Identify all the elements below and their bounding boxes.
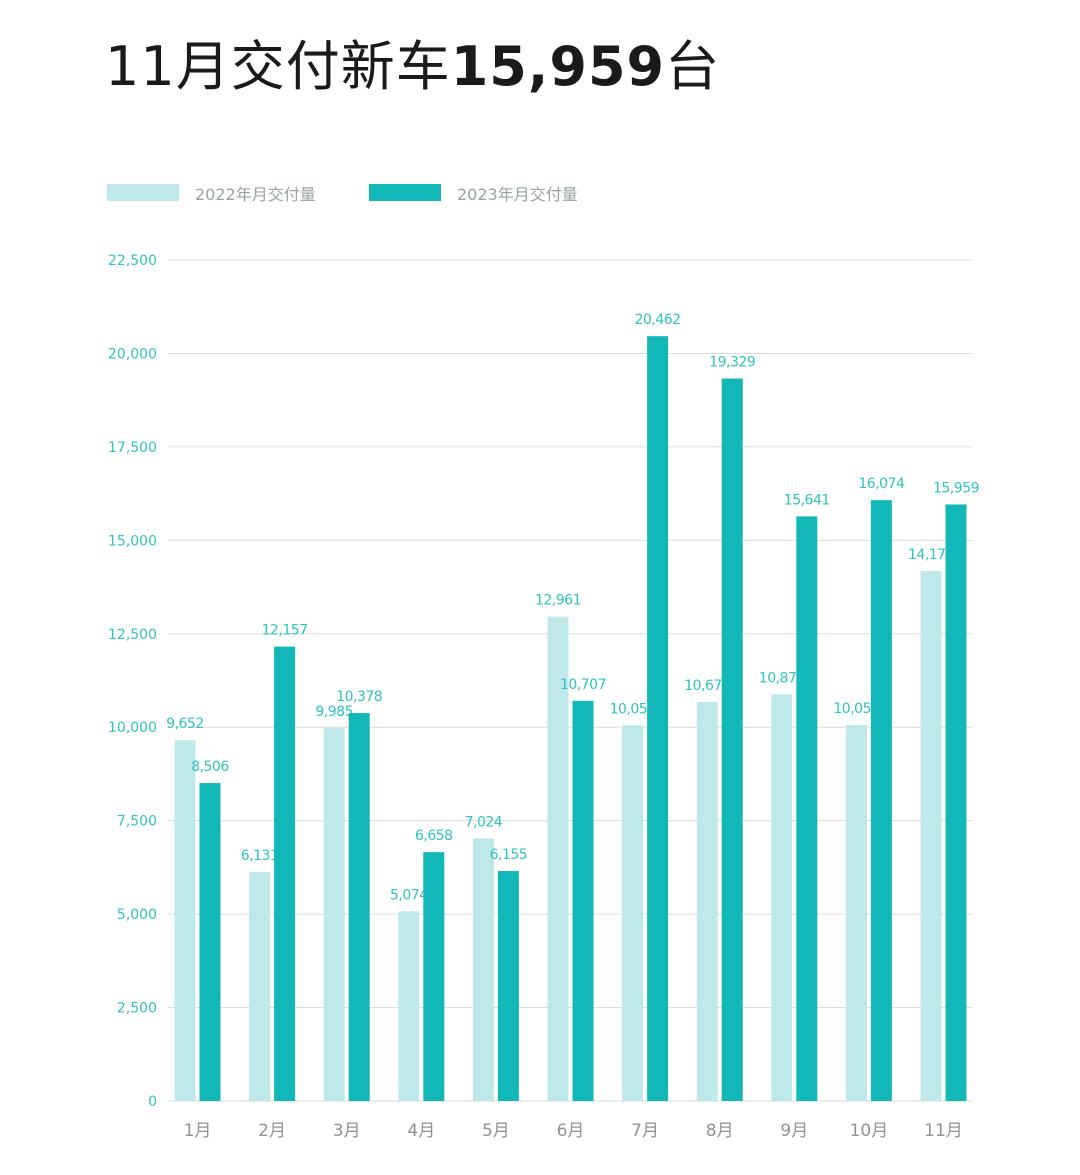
x-tick-label: 11月: [924, 1121, 963, 1141]
chart-title: 11月交付新车15,959台: [105, 22, 720, 98]
data-label: 10,677: [684, 678, 730, 694]
data-label: 10,059: [833, 701, 879, 717]
x-tick-label: 4月: [407, 1121, 435, 1141]
y-tick-label: 0: [148, 1094, 157, 1110]
data-label: 20,462: [635, 312, 681, 328]
data-label: 9,985: [315, 704, 353, 720]
data-label: 10,378: [336, 689, 382, 705]
data-label: 5,074: [390, 887, 428, 903]
y-tick-label: 20,000: [108, 346, 157, 362]
data-label: 10,707: [560, 677, 606, 693]
bar-2022: [472, 838, 494, 1101]
x-tick-label: 3月: [333, 1121, 361, 1141]
y-tick-label: 5,000: [117, 907, 157, 923]
bar-2023: [870, 500, 892, 1102]
bar-2023: [274, 646, 296, 1101]
x-tick-label: 9月: [780, 1121, 808, 1141]
data-label: 14,178: [908, 547, 954, 563]
legend-label-2022: 2022年月交付量: [195, 185, 316, 204]
bar-2022: [622, 725, 644, 1101]
x-tick-label: 2月: [258, 1121, 286, 1141]
bar-2023: [199, 783, 221, 1101]
x-tick-label: 10月: [850, 1121, 889, 1141]
data-label: 6,155: [490, 847, 528, 863]
legend-swatch-2023: [369, 184, 441, 201]
x-tick-label: 8月: [706, 1121, 734, 1141]
data-label: 16,074: [858, 476, 905, 492]
bar-2022: [174, 740, 196, 1101]
bar-2022: [398, 911, 420, 1101]
bar-2023: [497, 870, 519, 1101]
bar-2023: [796, 516, 818, 1101]
bar-2023: [647, 336, 669, 1101]
bar-2022: [920, 571, 942, 1101]
x-tick-label: 7月: [631, 1121, 659, 1141]
bar-2022: [696, 701, 718, 1101]
data-label: 12,961: [535, 593, 581, 609]
data-label: 6,131: [241, 848, 279, 864]
title-suffix: 台: [665, 35, 721, 98]
data-label: 8,506: [191, 759, 229, 775]
x-tick-label: 5月: [482, 1121, 510, 1141]
y-tick-label: 17,500: [108, 440, 157, 456]
bar-2022: [323, 727, 345, 1101]
data-label: 10,878: [759, 670, 805, 686]
bar-2023: [348, 713, 370, 1101]
data-label: 15,641: [784, 492, 830, 508]
data-label: 6,658: [415, 828, 453, 844]
legend-label-2023: 2023年月交付量: [457, 185, 578, 204]
bar-2022: [249, 871, 271, 1101]
data-label: 15,959: [933, 480, 979, 496]
data-label: 12,157: [262, 623, 308, 639]
data-label: 9,652: [166, 716, 204, 732]
y-tick-label: 10,000: [108, 720, 157, 736]
legend-swatch-2022: [107, 184, 179, 201]
data-label: 19,329: [709, 355, 755, 371]
bar-2022: [547, 616, 569, 1101]
x-tick-label: 6月: [557, 1121, 585, 1141]
y-tick-label: 12,500: [108, 627, 157, 643]
x-tick-label: 1月: [184, 1121, 212, 1141]
bar-2023: [572, 700, 594, 1101]
bar-2022: [845, 725, 867, 1101]
y-tick-label: 15,000: [108, 533, 157, 549]
bar-2023: [423, 852, 445, 1101]
y-tick-label: 2,500: [117, 1001, 157, 1017]
data-label: 7,024: [465, 814, 503, 830]
y-tick-label: 7,500: [117, 814, 157, 830]
data-label: 10,052: [610, 701, 656, 717]
bar-2022: [771, 694, 793, 1101]
y-tick-label: 22,500: [108, 253, 157, 269]
title-number: 15,959: [450, 35, 666, 98]
title-prefix: 11月交付新车: [105, 35, 451, 98]
bar-2023: [721, 378, 743, 1102]
bar-2023: [945, 504, 967, 1101]
